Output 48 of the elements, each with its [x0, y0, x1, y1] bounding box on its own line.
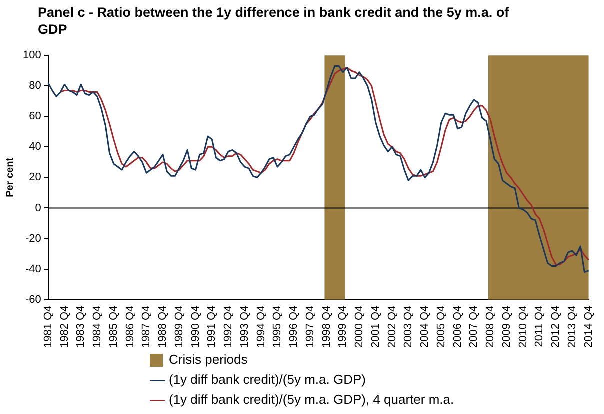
- x-tick-label: 2002 Q4: [386, 306, 398, 348]
- y-tick-label: 40: [29, 141, 42, 154]
- x-tick-label: 1991 Q4: [206, 306, 218, 348]
- x-tick-label: 2008 Q4: [484, 306, 497, 348]
- x-tick-label: 2009 Q4: [500, 306, 513, 348]
- x-tick-label: 1997 Q4: [304, 306, 316, 348]
- x-tick-label: 1984 Q4: [92, 306, 104, 348]
- x-tick-label: 2013 Q4: [566, 306, 578, 348]
- y-tick-label: -20: [25, 232, 42, 245]
- x-tick-label: 1988 Q4: [157, 306, 170, 348]
- x-tick-label: 1981 Q4: [42, 306, 54, 348]
- x-tick-label: 1995 Q4: [272, 306, 284, 348]
- x-tick-label: 1993 Q4: [238, 306, 251, 348]
- x-tick-label: 1985 Q4: [108, 306, 120, 348]
- legend-label: Crisis periods: [169, 351, 248, 369]
- y-tick-label: 20: [29, 172, 42, 184]
- x-tick-label: 2005 Q4: [435, 306, 448, 348]
- x-tick-label: 1999 Q4: [337, 306, 350, 348]
- x-tick-label: 2012 Q4: [550, 306, 562, 348]
- x-tick-label: 2014 Q4: [582, 306, 595, 348]
- x-tick-label: 2007 Q4: [468, 306, 480, 348]
- y-axis-title: Per cent: [4, 157, 16, 198]
- x-tick-label: 2003 Q4: [402, 306, 415, 348]
- y-tick-label: -40: [25, 263, 42, 276]
- legend-label: (1y diff bank credit)/(5y m.a. GDP), 4 quarter m.a.: [169, 391, 454, 409]
- y-tick-label: -60: [25, 294, 42, 306]
- x-tick-label: 2006 Q4: [452, 306, 464, 348]
- x-tick-label: 2001 Q4: [370, 306, 382, 348]
- x-tick-label: 1992 Q4: [222, 306, 235, 348]
- x-tick-label: 1994 Q4: [255, 306, 268, 348]
- x-tick-label: 2011 Q4: [534, 306, 546, 348]
- y-tick-label: 0: [35, 202, 42, 214]
- x-tick-label: 1989 Q4: [173, 306, 186, 348]
- x-tick-label: 1998 Q4: [320, 306, 333, 348]
- x-tick-label: 1982 Q4: [58, 306, 71, 348]
- x-tick-label: 1987 Q4: [140, 306, 153, 348]
- x-tick-label: 1986 Q4: [124, 306, 136, 348]
- x-tick-label: 1990 Q4: [190, 306, 202, 348]
- x-tick-label: 1996 Q4: [288, 306, 300, 348]
- x-tick-label: 2004 Q4: [419, 306, 432, 348]
- x-tick-label: 2010 Q4: [517, 306, 530, 348]
- x-tick-label: 2000 Q4: [354, 306, 366, 348]
- y-tick-label: 80: [29, 80, 42, 92]
- x-tick-label: 1983 Q4: [75, 306, 88, 348]
- legend-label: (1y diff bank credit)/(5y m.a. GDP): [169, 371, 366, 389]
- chart-title: Panel c - Ratio between the 1y difference in bank credit and the 5y m.a. of GDP: [38, 4, 510, 38]
- y-tick-label: 60: [29, 110, 42, 123]
- y-tick-label: 100: [22, 50, 42, 62]
